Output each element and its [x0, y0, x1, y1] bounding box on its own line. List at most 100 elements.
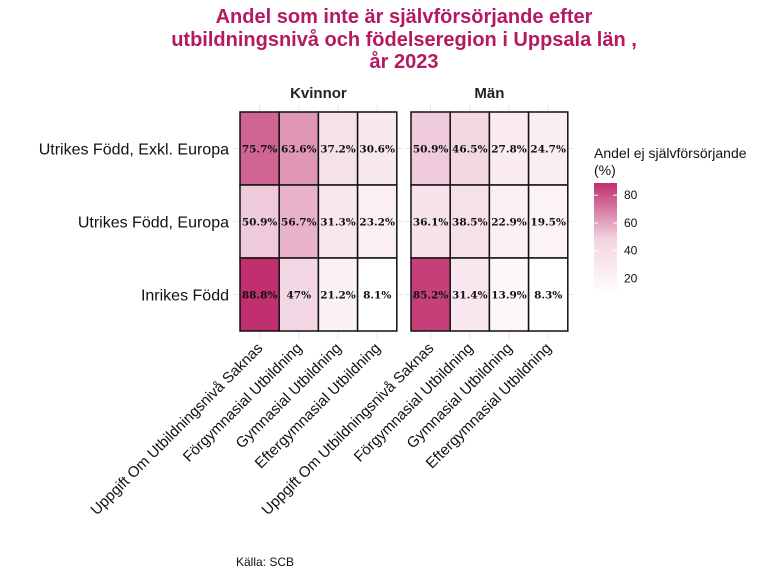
legend-tick-label: 20	[624, 271, 638, 285]
cell-label: 56.7%	[281, 217, 317, 229]
legend-colorbar-segment	[594, 239, 617, 242]
legend-tick-label: 40	[624, 244, 638, 258]
cell-label: 46.5%	[452, 144, 488, 156]
heatmap-cell	[356, 111, 398, 186]
legend-tick-label: 60	[624, 216, 638, 230]
legend-colorbar-segment	[594, 285, 617, 289]
legend-colorbar-segment	[594, 261, 617, 264]
legend-colorbar-segment	[594, 274, 617, 277]
cell-label: 38.5%	[452, 217, 488, 229]
legend-colorbar-segment	[594, 207, 617, 210]
cell-label: 85.2%	[413, 290, 449, 302]
legend-colorbar-segment	[594, 248, 617, 251]
legend-colorbar-segment	[594, 253, 617, 257]
legend-colorbar-segment	[594, 218, 617, 221]
title-line-2: utbildningsnivå och födelseregion i Upps…	[171, 28, 637, 51]
cell-label: 36.1%	[413, 217, 449, 229]
y-tick-label: Inrikes Född	[141, 288, 229, 305]
heatmap-cell	[317, 257, 359, 332]
legend-colorbar-segment	[594, 229, 617, 233]
legend-title: Andel ej självförsörjande	[594, 145, 747, 161]
y-tick-label: Utrikes Född, Exkl. Europa	[39, 142, 229, 159]
legend-colorbar-segment	[594, 280, 617, 283]
legend-title: (%)	[594, 162, 616, 178]
legend-colorbar-segment	[594, 240, 617, 244]
heatmap-cell	[356, 184, 398, 259]
legend-colorbar-segment	[594, 209, 617, 212]
title-line-1: Andel som inte är självförsörjande efter	[216, 6, 593, 28]
cell-label: 13.9%	[491, 290, 527, 302]
heatmap-cell	[410, 184, 451, 259]
cell-label: 31.4%	[452, 290, 488, 302]
legend-colorbar-segment	[594, 197, 617, 201]
heatmap-cell	[356, 257, 398, 332]
legend-colorbar-segment	[594, 281, 617, 285]
legend-colorbar-segment	[594, 278, 617, 281]
legend-colorbar-segment	[594, 276, 617, 279]
cell-label: 19.5%	[530, 217, 566, 229]
legend-colorbar-segment	[594, 233, 617, 236]
cell-label: 22.9%	[491, 217, 527, 229]
legend-colorbar-segment	[594, 214, 617, 218]
heatmap-cell	[317, 184, 359, 259]
heatmap-cell	[410, 257, 451, 332]
cell-label: 8.3%	[534, 290, 562, 302]
legend-colorbar-segment	[594, 201, 617, 205]
legend-colorbar-segment	[594, 188, 617, 192]
legend-colorbar-segment	[594, 199, 617, 203]
legend-colorbar-segment	[594, 267, 617, 270]
legend-colorbar-segment	[594, 194, 617, 197]
legend-colorbar-segment	[594, 203, 617, 206]
legend-colorbar-segment	[594, 220, 617, 223]
cell-label: 21.2%	[320, 290, 356, 302]
cell-label: 63.6%	[281, 144, 317, 156]
cell-label: 23.2%	[359, 217, 395, 229]
legend-colorbar-segment	[594, 250, 617, 253]
legend-colorbar-segment	[594, 186, 617, 190]
cell-label: 47%	[287, 290, 312, 302]
legend-colorbar-segment	[594, 265, 617, 268]
legend-colorbar-segment	[594, 184, 617, 188]
x-tick-label: Uppgift Om Utbildningsnivå Saknas	[88, 340, 267, 519]
heatmap-cell	[488, 257, 530, 332]
heatmap-cell	[278, 184, 320, 259]
legend-colorbar-segment	[594, 224, 617, 227]
legend-colorbar-segment	[594, 237, 617, 240]
cell-label: 88.8%	[242, 290, 278, 302]
legend-colorbar-segment	[594, 268, 617, 272]
cell-label: 50.9%	[242, 217, 278, 229]
legend-colorbar-segment	[594, 291, 617, 294]
cell-label: 24.7%	[530, 144, 566, 156]
legend-colorbar-segment	[594, 222, 617, 225]
legend-colorbar-segment	[594, 259, 617, 262]
legend-colorbar-segment	[594, 211, 617, 214]
legend-colorbar-segment	[594, 255, 617, 259]
legend-colorbar-segment	[594, 196, 617, 199]
cell-label: 31.3%	[320, 217, 356, 229]
caption: Källa: SCB	[236, 555, 294, 569]
legend-tick-label: 80	[624, 188, 638, 202]
cell-label: 37.2%	[320, 144, 356, 156]
heatmap-cell	[278, 257, 320, 332]
legend-colorbar-segment	[594, 263, 617, 266]
legend-colorbar-segment	[594, 192, 617, 195]
legend-colorbar-segment	[594, 183, 617, 186]
facet-label: Män	[474, 85, 504, 102]
cell-label: 27.8%	[491, 144, 527, 156]
legend-colorbar-segment	[594, 252, 617, 255]
legend-colorbar-segment	[594, 225, 617, 229]
legend-colorbar-segment	[594, 205, 617, 208]
legend-colorbar-segment	[594, 246, 617, 249]
legend-colorbar-segment	[594, 293, 617, 296]
heatmap-cell	[449, 184, 491, 259]
legend-colorbar-segment	[594, 289, 617, 292]
legend-colorbar-segment	[594, 270, 617, 274]
title-line-3: år 2023	[370, 50, 439, 73]
cell-label: 50.9%	[413, 144, 449, 156]
facet-label: Kvinnor	[290, 85, 347, 102]
legend-colorbar-segment	[594, 190, 617, 193]
cell-label: 75.7%	[242, 144, 278, 156]
legend-colorbar-segment	[594, 244, 617, 248]
cell-label: 30.6%	[359, 144, 395, 156]
